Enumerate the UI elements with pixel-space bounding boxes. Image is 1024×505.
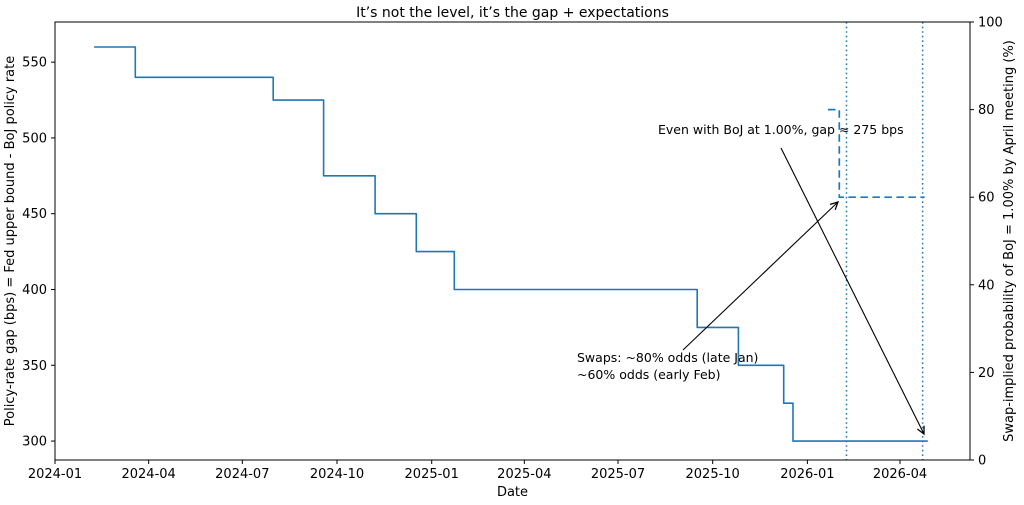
y-right-tick-label: 80: [978, 103, 995, 118]
x-tick-label: 2026-01: [780, 467, 834, 482]
gap-annotation-text: Even with BoJ at 1.00%, gap ≈ 275 bps: [658, 122, 904, 137]
y-left-tick-label: 550: [22, 56, 47, 71]
x-tick-label: 2024-10: [310, 467, 364, 482]
y-left-tick-label: 300: [22, 435, 47, 450]
plot-border: [54, 21, 971, 461]
y-left-tick-label: 350: [22, 359, 47, 374]
y-right-tick-label: 40: [978, 278, 995, 293]
y-right-axis-label: Swap-implied probability of BoJ = 1.00% …: [1002, 40, 1017, 442]
policy-gap-step-series: [94, 46, 928, 442]
x-axis-label: Date: [497, 485, 528, 500]
x-tick-label: 2024-04: [121, 467, 175, 482]
y-right-tick-label: 20: [978, 366, 995, 381]
swaps-annotation-text: Swaps: ~80% odds (late Jan): [577, 350, 758, 365]
y-left-tick-label: 500: [22, 131, 47, 146]
gap-annotation-arrow: [780, 147, 925, 436]
y-right-tick-label: 60: [978, 191, 995, 206]
y-left-tick-label: 400: [22, 283, 47, 298]
x-tick-label: 2025-01: [405, 467, 459, 482]
x-tick-label: 2025-10: [686, 467, 740, 482]
x-tick-label: 2025-07: [591, 467, 645, 482]
x-tick-label: 2024-01: [28, 467, 82, 482]
probability-dashed-series: [828, 108, 925, 199]
swaps-annotation-arrow: [682, 201, 840, 351]
y-left-axis-label: Policy-rate gap (bps) = Fed upper bound …: [3, 56, 18, 426]
y-right-tick-label: 0: [978, 454, 986, 469]
x-tick-label: 2024-07: [215, 467, 269, 482]
y-right-tick-label: 100: [978, 16, 1003, 31]
chart-title: It’s not the level, it’s the gap + expec…: [356, 5, 669, 21]
y-left-tick-label: 450: [22, 207, 47, 222]
swaps-annotation-text: ~60% odds (early Feb): [577, 367, 720, 382]
x-tick-label: 2026-04: [873, 467, 927, 482]
x-tick-label: 2025-04: [497, 467, 551, 482]
